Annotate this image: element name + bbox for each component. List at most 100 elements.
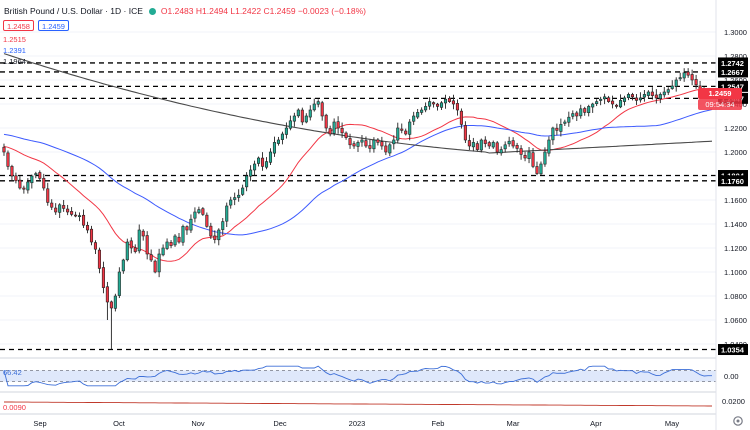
candle-body xyxy=(352,143,356,147)
candle-body xyxy=(177,236,181,243)
candle-body xyxy=(241,187,245,195)
rsi-band xyxy=(0,370,716,382)
candle-body xyxy=(436,103,440,107)
candle-body xyxy=(682,72,686,79)
y-tick-label: 1.0800 xyxy=(724,292,747,301)
candle-body xyxy=(364,140,368,147)
candle-body xyxy=(332,121,336,134)
candle-body xyxy=(392,139,396,145)
candle-body xyxy=(384,145,388,153)
level-tag-bg xyxy=(718,66,748,78)
y-tick-label: 1.2200 xyxy=(724,124,747,133)
candle-body xyxy=(439,102,444,108)
level-tag: 1.2547 xyxy=(721,82,744,91)
candle-body xyxy=(2,146,6,153)
candle-body xyxy=(169,242,173,246)
candle-body xyxy=(690,74,694,81)
candle-body xyxy=(622,97,627,102)
candle-body xyxy=(543,151,547,165)
candle-body xyxy=(571,113,575,117)
ask-badge[interactable]: 1.2459 xyxy=(38,20,69,31)
x-tick-label: Nov xyxy=(191,419,205,428)
candle-body xyxy=(209,225,213,237)
candle-body xyxy=(38,172,42,179)
candle-body xyxy=(14,175,18,182)
candle-body xyxy=(372,139,376,150)
y-tick-label: 1.3000 xyxy=(724,28,747,37)
candle-body xyxy=(531,152,535,167)
candle-body xyxy=(674,79,678,87)
lower-indicator-pane: 0.0200 xyxy=(0,391,745,415)
candle-body xyxy=(58,204,62,213)
rsi-pane: 0.00 xyxy=(0,357,739,387)
candle-body xyxy=(599,98,603,101)
candle-body xyxy=(396,127,400,141)
candle-body xyxy=(153,260,157,273)
candle-body xyxy=(344,132,348,138)
candle-body xyxy=(284,127,288,135)
candle-body xyxy=(276,139,280,144)
x-tick-label: Mar xyxy=(507,419,520,428)
symbol-title: British Pound / U.S. Dollar · 1D · ICE xyxy=(4,6,143,16)
candle-body xyxy=(412,115,416,122)
ohlc-readout: O1.2483 H1.2494 L1.2422 C1.2459 −0.0023 … xyxy=(160,6,366,16)
time-axis: Sep Oct Nov Dec 2023 Feb Mar Apr May xyxy=(33,419,679,428)
candle-body xyxy=(165,241,169,249)
candle-body xyxy=(18,179,22,189)
candle-body xyxy=(237,194,241,198)
candle-body xyxy=(324,114,328,129)
candle-body xyxy=(46,188,50,203)
x-tick-label: 2023 xyxy=(349,419,366,428)
candle-body xyxy=(686,71,690,76)
bid-badge[interactable]: 1.2458 xyxy=(3,20,34,31)
candle-body xyxy=(408,121,412,135)
candle-body xyxy=(380,141,384,147)
y-tick-label: 1.1400 xyxy=(724,220,747,229)
candle-body xyxy=(133,247,137,252)
ma50-line xyxy=(3,109,713,236)
y-tick-label: 1.2800 xyxy=(724,52,747,61)
lower-axis-label: 0.0200 xyxy=(722,397,745,406)
candle-body xyxy=(280,133,284,140)
lower-indicator-line xyxy=(4,401,712,407)
candle-body xyxy=(356,142,360,147)
rsi-label: 66.42 xyxy=(3,368,22,377)
candle-body xyxy=(30,175,34,184)
candle-body xyxy=(141,230,145,237)
y-tick-label: 1.2600 xyxy=(724,76,747,85)
candlesticks xyxy=(2,68,714,350)
candle-body xyxy=(607,97,611,102)
candle-body xyxy=(26,181,30,191)
candle-body xyxy=(618,100,623,108)
candle-body xyxy=(42,177,46,189)
candle-body xyxy=(312,103,316,111)
candle-body xyxy=(495,142,499,153)
candle-body xyxy=(217,229,221,241)
candle-body xyxy=(575,112,579,117)
candle-body xyxy=(459,110,463,125)
gear-icon[interactable] xyxy=(733,416,743,426)
candle-body xyxy=(268,151,273,163)
candle-body xyxy=(316,101,320,105)
candle-body xyxy=(666,89,670,93)
countdown-timer: 09:54:34 xyxy=(698,99,742,110)
candle-body xyxy=(189,218,193,231)
candle-body xyxy=(428,101,432,107)
y-tick-label: 1.1000 xyxy=(724,268,747,277)
candle-body xyxy=(137,229,141,252)
candle-body xyxy=(304,115,308,123)
candle-body xyxy=(10,166,14,177)
candle-body xyxy=(455,103,459,111)
candle-body xyxy=(22,187,26,190)
level-tag-bg xyxy=(718,344,748,356)
candle-body xyxy=(638,97,642,101)
ma50-label: 1.2391 xyxy=(3,46,26,55)
x-tick-label: Dec xyxy=(273,419,287,428)
candle-body xyxy=(225,205,229,222)
candle-body xyxy=(105,286,109,303)
candle-body xyxy=(85,225,90,231)
ma20-line xyxy=(3,88,712,262)
candle-body xyxy=(670,85,674,89)
candle-body xyxy=(54,207,58,213)
